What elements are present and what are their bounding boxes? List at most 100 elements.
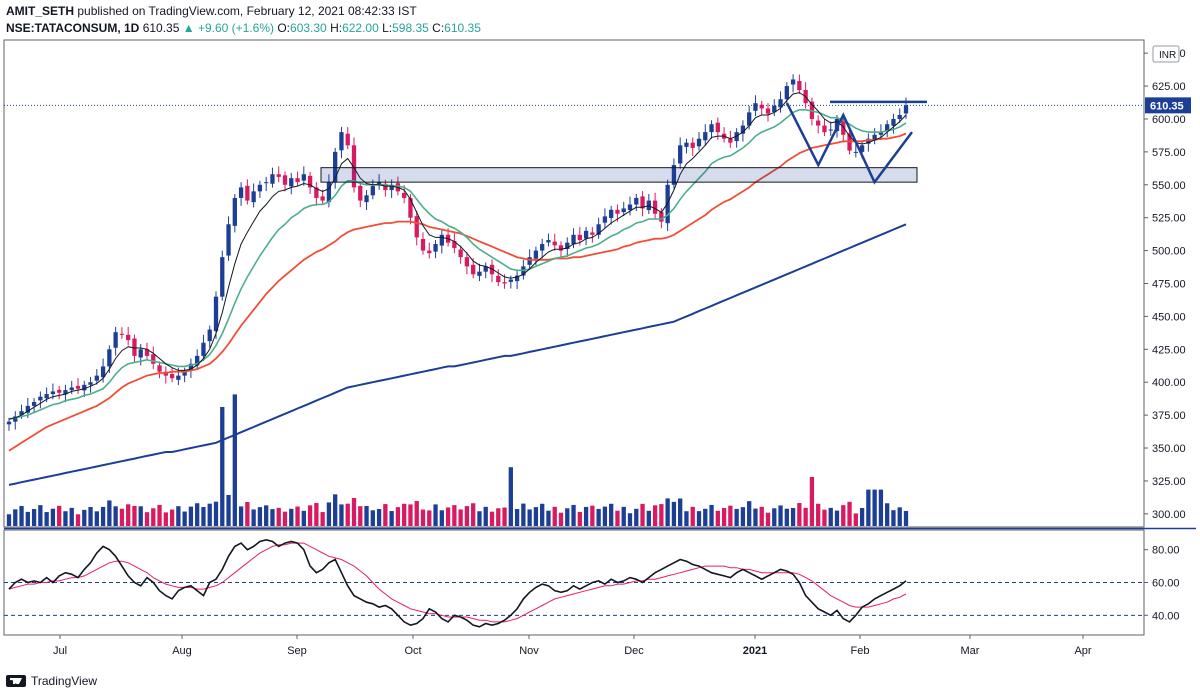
- candle-body: [558, 245, 564, 251]
- candle-body: [44, 394, 49, 399]
- candle-body: [314, 187, 319, 198]
- volume-bar: [803, 507, 808, 526]
- volume-bar: [596, 508, 601, 526]
- symbol-line: NSE:TATACONSUM, 1D 610.35 ▲ +9.60 (+1.6%…: [6, 20, 481, 37]
- volume-bar: [276, 507, 281, 526]
- volume-bar: [201, 507, 206, 526]
- volume-bar: [571, 504, 576, 526]
- volume-bar: [358, 506, 363, 526]
- chart-header: AMIT_SETH published on TradingView.com, …: [6, 3, 481, 37]
- volume-bar: [238, 506, 244, 526]
- volume-bar: [652, 505, 658, 526]
- candle-body: [207, 329, 212, 342]
- volume-bar: [897, 507, 902, 526]
- volume-bar: [245, 501, 250, 526]
- candle-body: [696, 138, 702, 147]
- volume-bar: [364, 505, 369, 526]
- volume-bar: [627, 513, 633, 526]
- volume-bar: [182, 511, 187, 526]
- time-axis-label: Aug: [172, 645, 192, 657]
- volume-bar: [439, 510, 444, 526]
- volume-bar: [778, 505, 783, 526]
- volume-bar: [496, 508, 501, 526]
- volume-bar: [251, 509, 256, 526]
- candle-body: [797, 81, 802, 91]
- candle-body: [615, 209, 620, 214]
- volume-bar: [709, 504, 714, 526]
- volume-bar: [834, 510, 840, 526]
- candle-body: [270, 174, 275, 184]
- candle-body: [439, 234, 444, 246]
- volume-bar: [75, 514, 81, 526]
- volume-bar: [583, 506, 589, 526]
- footer-brand[interactable]: TradingView: [31, 674, 98, 688]
- volume-bar: [402, 503, 407, 526]
- volume-bar: [885, 503, 890, 526]
- tradingview-logo-icon: [6, 675, 26, 687]
- candle-body: [590, 232, 595, 235]
- volume-bar: [878, 489, 884, 526]
- candle-body: [201, 342, 206, 356]
- volume-bar: [213, 501, 219, 526]
- candle-body: [458, 249, 463, 258]
- candle-body: [19, 411, 24, 415]
- volume-bar: [508, 467, 513, 526]
- ema-mid-line: [8, 109, 907, 420]
- volume-bar: [314, 503, 319, 526]
- candle-body: [345, 133, 350, 146]
- close-value: 610.35: [444, 21, 481, 35]
- volume-bar: [665, 498, 670, 526]
- candle-body: [872, 134, 877, 141]
- candle-body: [364, 195, 369, 203]
- volume-bar: [477, 511, 482, 526]
- rsi-axis-label: 60.00: [1152, 578, 1180, 590]
- volume-bar: [126, 504, 131, 526]
- time-axis-label: Mar: [961, 645, 980, 657]
- price-axis-label: 575.00: [1152, 147, 1186, 159]
- author-name[interactable]: AMIT_SETH: [6, 4, 75, 18]
- symbol-label[interactable]: NSE:TATACONSUM, 1D: [6, 21, 140, 35]
- volume-bar: [333, 494, 338, 526]
- volume-bar: [590, 505, 595, 526]
- time-axis-label: Nov: [519, 645, 539, 657]
- high-value: 622.00: [342, 21, 379, 35]
- volume-bar: [169, 509, 175, 526]
- volume-bar: [634, 508, 639, 526]
- volume-bar: [376, 509, 382, 526]
- candle-body: [640, 196, 645, 209]
- volume-bar: [50, 508, 56, 526]
- rsi-axis-label: 80.00: [1152, 545, 1180, 557]
- volume-bar: [408, 504, 413, 526]
- candle-body: [747, 112, 752, 126]
- price-axis-label: 375.00: [1152, 410, 1186, 422]
- currency-badge: [1152, 45, 1180, 63]
- volume-bar: [63, 511, 68, 526]
- volume-bar: [88, 507, 93, 526]
- candle-body: [903, 105, 909, 114]
- candle-body: [132, 338, 137, 356]
- candle-body: [31, 401, 37, 406]
- candle-body: [753, 103, 758, 111]
- volume-bar: [188, 506, 194, 526]
- volume-bar: [100, 506, 106, 526]
- price-axis-label: 525.00: [1152, 213, 1186, 225]
- candle-body: [339, 132, 344, 151]
- volume-bar: [671, 501, 677, 526]
- volume-bar: [38, 505, 43, 526]
- volume-bar: [301, 510, 306, 526]
- volume-bar: [433, 504, 438, 526]
- volume-bar: [483, 506, 488, 526]
- candle-body: [565, 242, 570, 250]
- price-axis-label: 400.00: [1152, 377, 1186, 389]
- candle-body: [333, 151, 338, 183]
- volume-bar: [389, 511, 394, 526]
- volume-bar: [113, 506, 118, 526]
- candle-body: [257, 184, 263, 192]
- candle-body: [245, 185, 250, 201]
- volume-bar: [853, 513, 858, 526]
- volume-bar: [640, 503, 645, 526]
- volume-bar: [828, 507, 833, 526]
- volume-bar: [264, 505, 269, 526]
- volume-bar: [220, 407, 225, 526]
